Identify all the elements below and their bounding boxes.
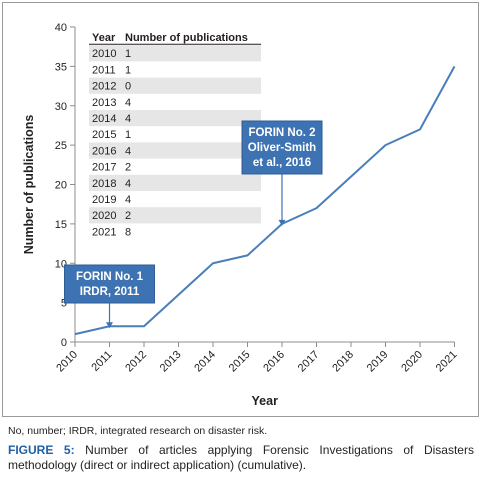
table-cell-count: 4 — [125, 97, 131, 109]
figure-frame: Year Number of publications 2010 1 2011 1 2012… — [2, 2, 479, 417]
y-tick-label: 30 — [55, 101, 67, 113]
figure-caption: FIGURE 5: Number of articles applying Fo… — [8, 443, 474, 473]
table-cell-year: 2011 — [92, 64, 116, 76]
x-tick-label: 2013 — [158, 349, 184, 375]
table-cell-count: 2 — [125, 210, 131, 222]
table-header-year: Year — [92, 32, 116, 44]
y-tick-label: 40 — [55, 22, 67, 34]
x-tick-label: 2020 — [399, 349, 425, 375]
y-axis-title: Number of publications — [22, 115, 36, 255]
table-row-shade — [89, 174, 261, 191]
annotation-text: FORIN No. 1 — [76, 271, 144, 283]
x-tick-label: 2018 — [330, 349, 356, 375]
table-cell-year: 2015 — [92, 129, 116, 141]
caption-label: FIGURE 5: — [8, 443, 75, 457]
annotation-callout: FORIN No. 2 Oliver-Smith et al., 2016 — [241, 120, 323, 226]
caption-text: Number of articles applying Forensic Inv… — [8, 443, 474, 472]
table-cell-count: 2 — [125, 162, 131, 174]
table-cell-year: 2013 — [92, 97, 116, 109]
table-cell-count: 1 — [125, 64, 131, 76]
x-tick-label: 2010 — [54, 349, 80, 375]
annotation-arrowhead — [106, 322, 113, 329]
y-tick-label: 5 — [61, 298, 67, 310]
table-cell-year: 2014 — [92, 113, 116, 125]
table-cell-count: 8 — [125, 226, 131, 238]
x-tick-label: 2016 — [261, 349, 287, 375]
table-cell-year: 2016 — [92, 145, 116, 157]
table-row-shade — [89, 45, 261, 62]
table-cell-count: 1 — [125, 48, 131, 60]
chart-series — [74, 65, 456, 336]
table-row-shade — [89, 110, 261, 127]
annotation-text: Oliver-Smith — [248, 142, 316, 154]
annotation-callout: FORIN No. 1 IRDR, 2011 — [64, 264, 155, 329]
x-tick-label: 2019 — [365, 349, 391, 375]
table-cell-count: 1 — [125, 129, 131, 141]
x-tick-label: 2014 — [192, 349, 218, 375]
y-tick-label: 15 — [55, 219, 67, 231]
table-cell-year: 2012 — [92, 81, 116, 93]
annotation-arrowhead — [278, 219, 286, 226]
y-tick-label: 0 — [61, 337, 67, 349]
table-cell-count: 4 — [125, 113, 131, 125]
y-tick-label: 20 — [55, 180, 67, 192]
x-tick-label: 2011 — [89, 349, 114, 374]
table-cell-year: 2021 — [92, 226, 116, 238]
annotation-box — [64, 264, 155, 304]
table-cell-count: 4 — [125, 145, 131, 157]
table-row-shade — [89, 142, 261, 159]
chart-annotations: FORIN No. 1 IRDR, 2011 FORIN No. 2 Oliver-S… — [64, 120, 323, 329]
x-tick-label: 2017 — [296, 349, 322, 375]
table-row-shade — [89, 77, 261, 94]
x-axis-title: Year — [252, 394, 279, 408]
figure-footnote: No, number; IRDR, integrated research on… — [8, 425, 268, 437]
x-tick-label: 2012 — [123, 349, 149, 375]
table-cell-count: 4 — [125, 178, 131, 190]
series-line — [74, 65, 456, 336]
y-tick-label: 35 — [55, 61, 67, 73]
y-tick-label: 25 — [55, 140, 67, 152]
table-cell-count: 0 — [125, 81, 131, 93]
annotation-text: et al., 2016 — [253, 157, 311, 169]
y-tick-label: 10 — [55, 258, 67, 270]
annotation-text: FORIN No. 2 — [248, 127, 315, 139]
table-row-shade — [89, 207, 261, 224]
table-cell-year: 2020 — [92, 210, 116, 222]
x-tick-label: 2015 — [227, 349, 253, 375]
annotation-text: IRDR, 2011 — [80, 286, 140, 298]
table-cell-count: 4 — [125, 194, 131, 206]
table-header-count: Number of publications — [125, 32, 248, 44]
table-cell-year: 2018 — [92, 178, 116, 190]
x-tick-label: 2021 — [434, 349, 460, 375]
table-cell-year: 2010 — [92, 48, 116, 60]
table-cell-year: 2017 — [92, 162, 116, 174]
table-cell-year: 2019 — [92, 194, 116, 206]
